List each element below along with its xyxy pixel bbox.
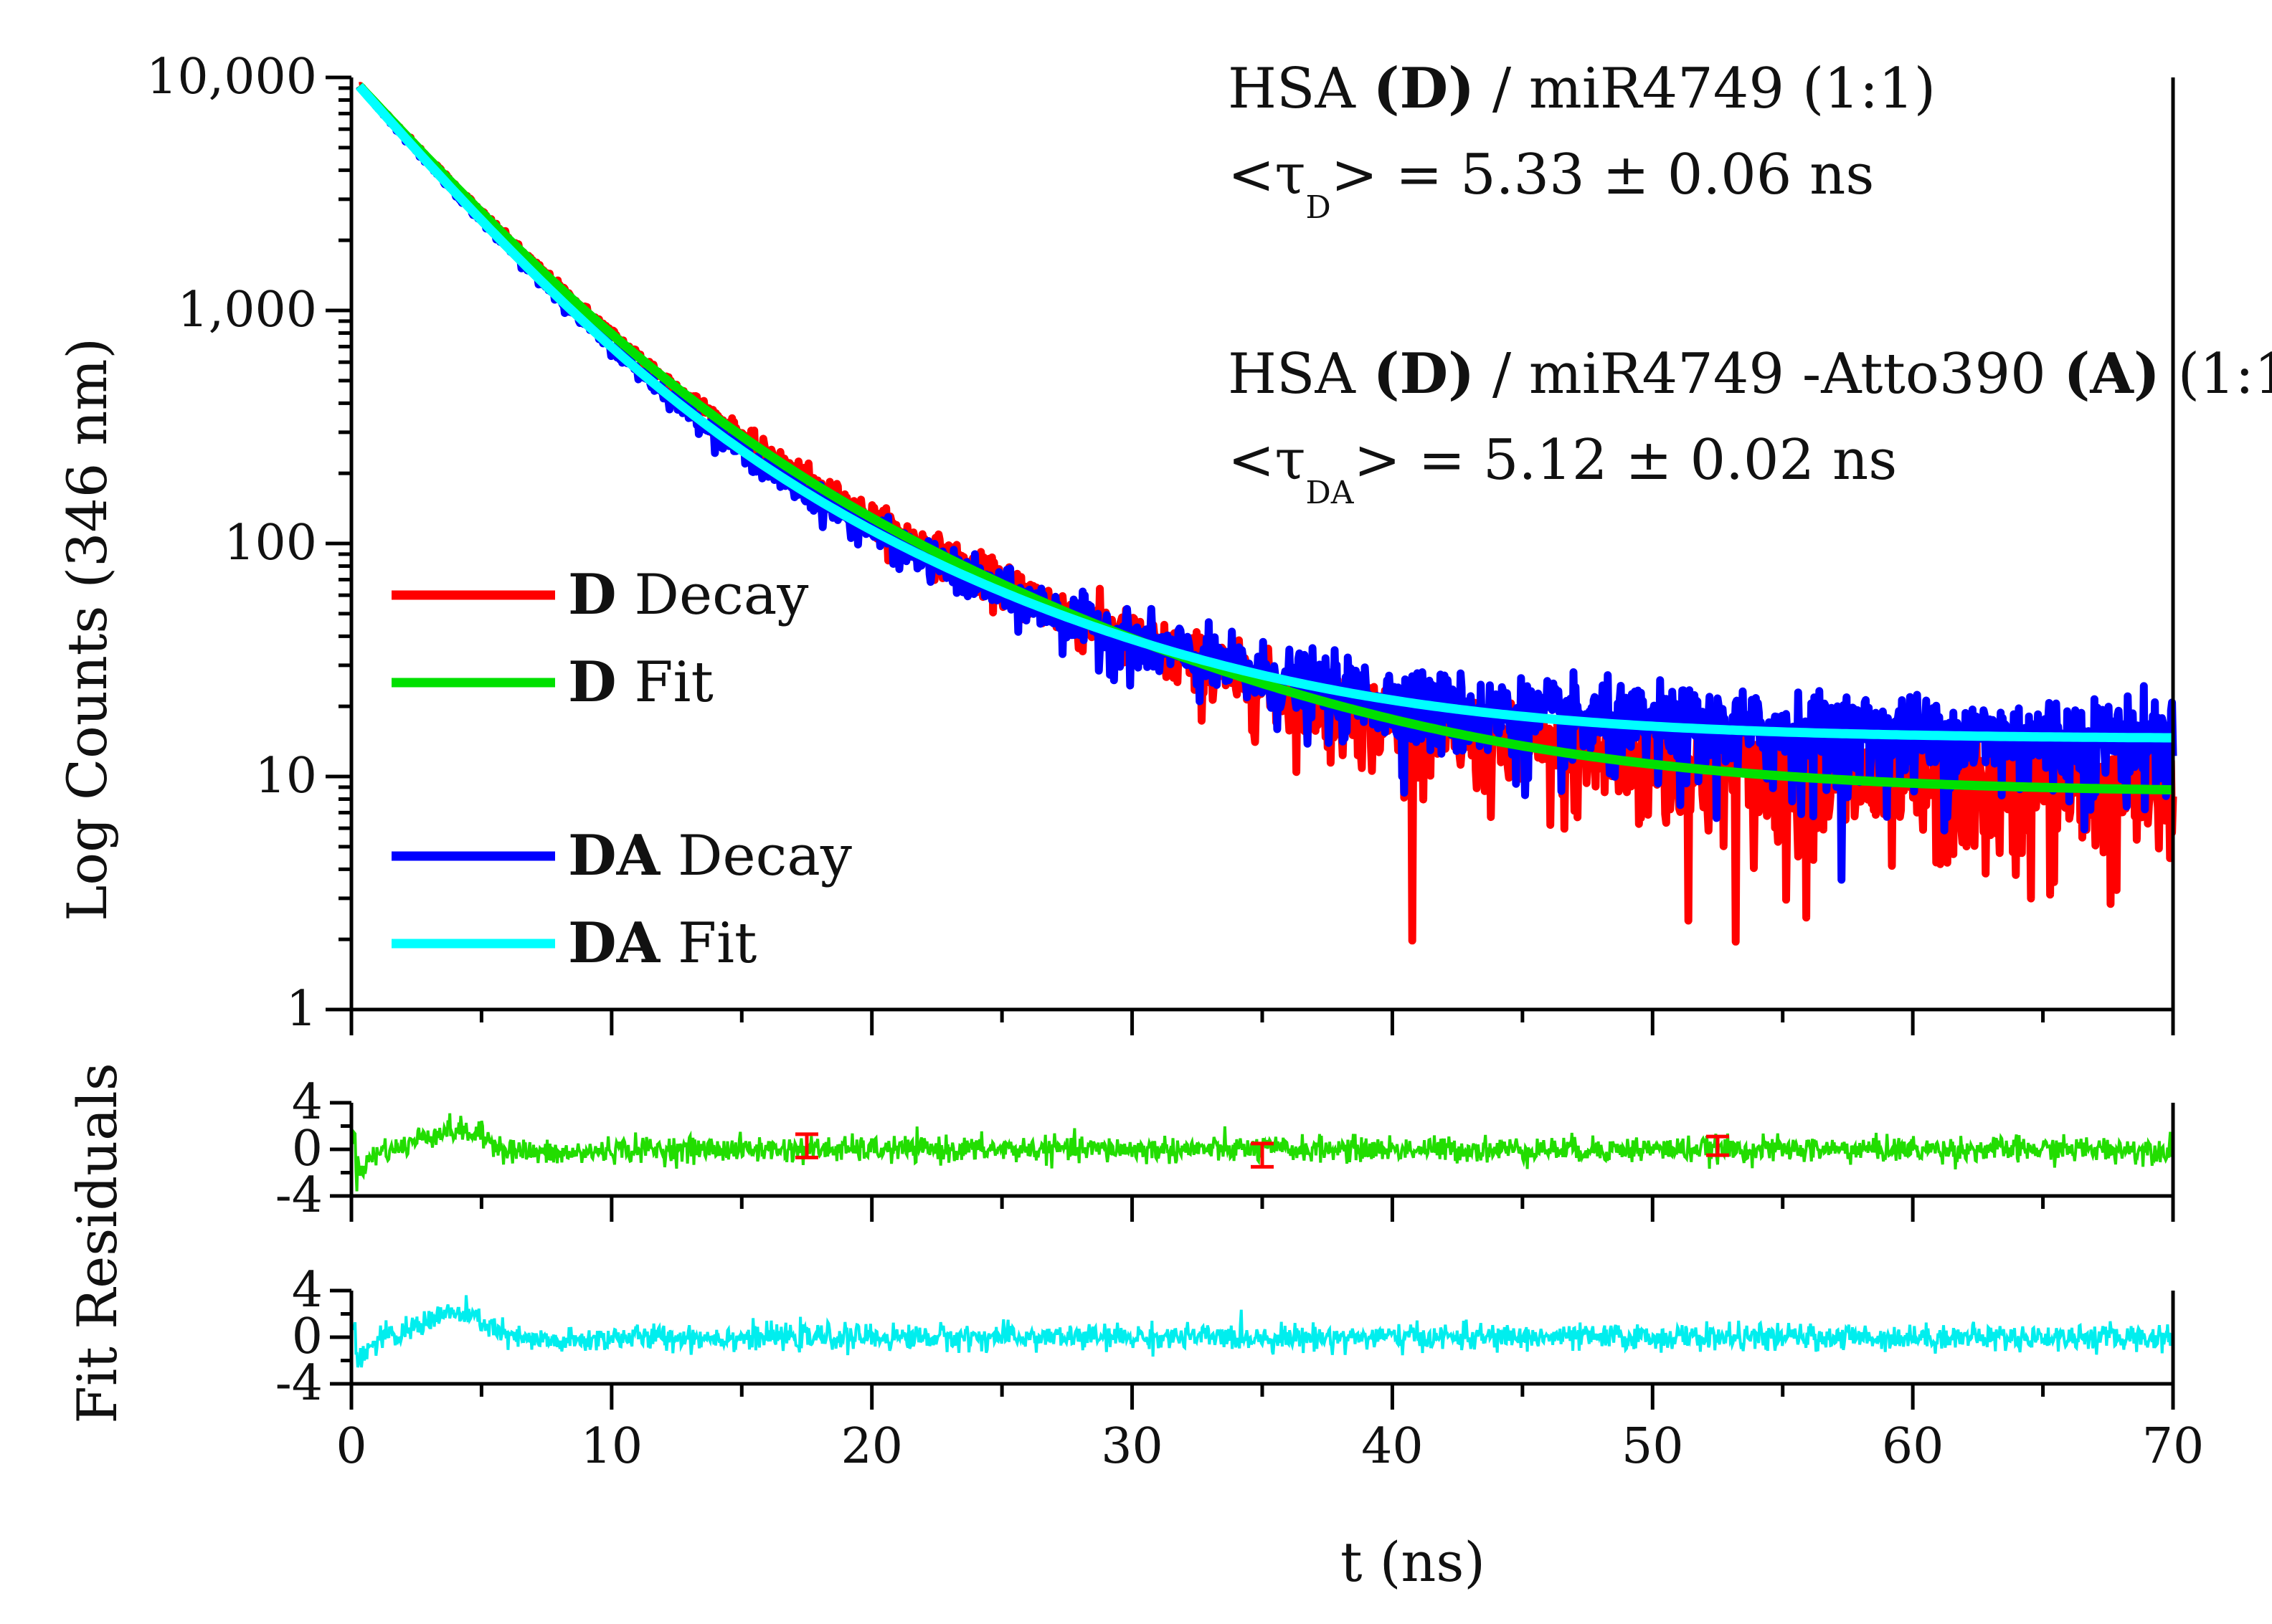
- xtick-label: 40: [1361, 1418, 1424, 1475]
- error-bar-1: [795, 1132, 818, 1159]
- residual-da-ytick-label: -4: [275, 1355, 323, 1412]
- annotation-text: HSA: [1228, 342, 1373, 407]
- xtick-label: 50: [1622, 1418, 1684, 1475]
- legend-label-1: D Decay: [568, 562, 808, 627]
- annotation-text: / miR4749 (1:1): [1475, 57, 1936, 121]
- decay-ytick-label: 10,000: [146, 49, 317, 105]
- residual-d-ytick-label: 0: [292, 1121, 323, 1177]
- xtick-label: 10: [581, 1418, 643, 1475]
- axes-group: [326, 75, 2175, 1410]
- residual-d-ytick-label: 4: [292, 1074, 323, 1131]
- annotation-text: HSA: [1228, 57, 1373, 121]
- residual-d-series-group: [350, 1113, 2174, 1192]
- lifetime-value: > = 5.33 ± 0.06 ns: [1331, 143, 1875, 207]
- annotation-bold: (A): [2063, 341, 2159, 407]
- xtick-label: 70: [2142, 1418, 2205, 1475]
- residuals-axis-label: Fit Residuals: [65, 1063, 129, 1423]
- annotation-2: <τD> = 5.33 ± 0.06 ns: [1228, 143, 1874, 226]
- lifetime-value: > = 5.12 ± 0.02 ns: [1354, 428, 1898, 493]
- annotation-text: (1:1): [2160, 342, 2272, 407]
- decay-series-group: [356, 82, 2177, 946]
- tau-symbol: <τ: [1228, 428, 1306, 493]
- series-da-fit-residuals: [350, 1295, 2174, 1368]
- series-da-fit: [356, 82, 2174, 743]
- decay-ytick-label: 10: [255, 748, 317, 804]
- y-axis-label: Log Counts (346 nm): [55, 338, 119, 921]
- error-bar-3: [1706, 1134, 1729, 1157]
- tau-subscript: D: [1306, 189, 1331, 226]
- legend-label-4: DA Fit: [568, 911, 757, 976]
- annotation-text: / miR4749 -Atto390: [1475, 342, 2063, 407]
- series-d-fit: [356, 82, 2174, 795]
- residual-d-ytick-label: -4: [275, 1167, 323, 1224]
- error-bar-2: [1251, 1141, 1274, 1169]
- legend-text: Fit: [660, 911, 757, 976]
- residual-da-series-group: [350, 1295, 2174, 1368]
- legend-bold: D: [568, 562, 617, 627]
- legend-bold: DA: [568, 911, 661, 976]
- xtick-label: 20: [841, 1418, 903, 1475]
- decay-ytick-label: 100: [224, 515, 317, 571]
- legend-text: Decay: [660, 824, 852, 888]
- annotation-bold: (D): [1373, 341, 1475, 407]
- legend-text: Fit: [617, 650, 714, 715]
- residual-da-ytick-label: 4: [292, 1262, 323, 1319]
- decay-ytick-label: 1,000: [177, 282, 317, 338]
- xtick-label: 0: [336, 1418, 366, 1475]
- tau-subscript: DA: [1306, 475, 1355, 511]
- legend-bold: DA: [568, 823, 661, 888]
- annotation-4: <τDA> = 5.12 ± 0.02 ns: [1228, 428, 1897, 511]
- legend-label-2: D Fit: [568, 650, 714, 715]
- annotation-bold: (D): [1373, 56, 1475, 121]
- legend-text: Decay: [617, 563, 809, 627]
- legend-label-3: DA Decay: [568, 823, 852, 888]
- tau-symbol: <τ: [1228, 143, 1306, 207]
- annotation-1: HSA (D) / miR4749 (1:1): [1228, 56, 1936, 121]
- legend-bold: D: [568, 650, 617, 715]
- series-d-decay: [356, 82, 2177, 946]
- xtick-label: 60: [1882, 1418, 1944, 1475]
- decay-ytick-label: 1: [286, 981, 317, 1037]
- annotation-3: HSA (D) / miR4749 -Atto390 (A) (1:1): [1228, 341, 2272, 407]
- residual-da-ytick-label: 0: [292, 1309, 323, 1365]
- x-axis-label: t (ns): [1340, 1530, 1485, 1594]
- xtick-label: 30: [1101, 1418, 1163, 1475]
